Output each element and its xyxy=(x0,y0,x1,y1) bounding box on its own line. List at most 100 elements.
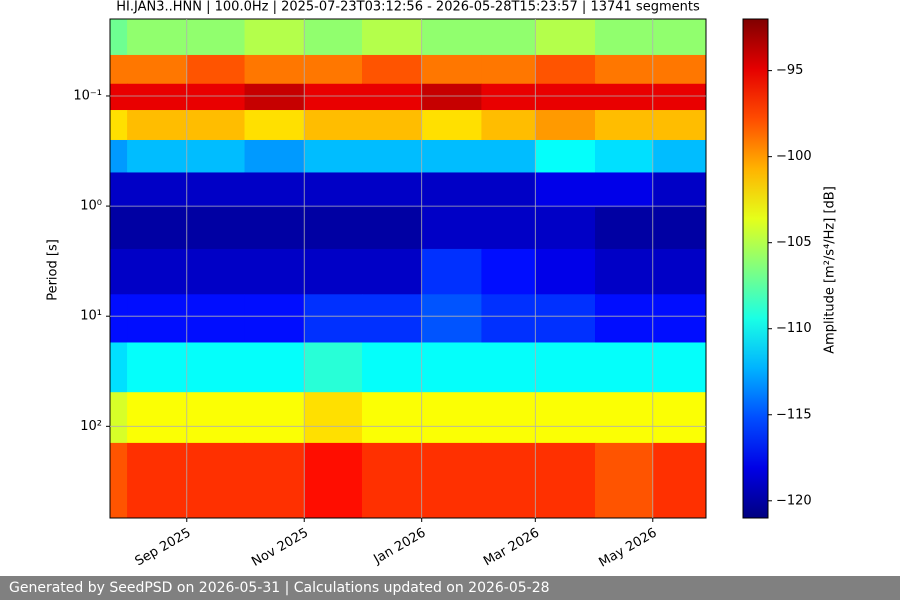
heatmap-cell xyxy=(421,172,482,208)
x-tick-label: Sep 2025 xyxy=(133,526,194,570)
heatmap-cell xyxy=(186,207,246,250)
heatmap-cell xyxy=(186,110,246,141)
heatmap-cell xyxy=(362,110,423,141)
heatmap-cell xyxy=(127,442,188,519)
heatmap-cell xyxy=(110,54,128,85)
y-axis-label: Period [s] xyxy=(46,239,61,301)
colorbar xyxy=(742,18,769,519)
heatmap-cell xyxy=(421,139,482,173)
heatmap-cell xyxy=(535,110,596,141)
heatmap-cell xyxy=(535,442,596,519)
heatmap-cell xyxy=(421,248,482,295)
heatmap-cell xyxy=(244,172,305,208)
heatmap-cell xyxy=(304,248,363,295)
heatmap-cell xyxy=(595,139,654,173)
heatmap-cell xyxy=(244,19,305,56)
heatmap-cell xyxy=(362,442,423,519)
colorbar-tick-label: −120 xyxy=(776,493,812,508)
colorbar-tick-label: −110 xyxy=(776,321,812,336)
heatmap-cell xyxy=(244,207,305,250)
heatmap-cell xyxy=(481,139,536,173)
heatmap-cell xyxy=(652,172,707,208)
heatmap-cell xyxy=(535,83,596,111)
heatmap-cell xyxy=(535,172,596,208)
heatmap-cell xyxy=(186,392,246,444)
heatmap-cell xyxy=(127,54,188,85)
heatmap-cell xyxy=(244,248,305,295)
y-tick-label: 10⁰ xyxy=(80,199,102,214)
heatmap-cell xyxy=(304,294,363,343)
heatmap-cell xyxy=(535,19,596,56)
heatmap-cell xyxy=(652,139,707,173)
heatmap-cell xyxy=(304,139,363,173)
colorbar-tick-label: −95 xyxy=(776,63,803,78)
heatmap-cell xyxy=(421,54,482,85)
heatmap-cell xyxy=(595,207,654,250)
heatmap-cell xyxy=(652,54,707,85)
heatmap-cell xyxy=(362,342,423,393)
heatmap-cell xyxy=(652,294,707,343)
heatmap-cell xyxy=(535,392,596,444)
heatmap xyxy=(110,19,707,519)
heatmap-cell xyxy=(652,110,707,141)
heatmap-cell xyxy=(481,172,536,208)
heatmap-cell xyxy=(244,294,305,343)
heatmap-cell xyxy=(595,342,654,393)
heatmap-cell xyxy=(535,139,596,173)
heatmap-cell xyxy=(110,248,128,295)
heatmap-cell xyxy=(481,342,536,393)
heatmap-cell xyxy=(652,83,707,111)
plot-frame xyxy=(109,18,707,519)
heatmap-cell xyxy=(304,392,363,444)
heatmap-cell xyxy=(186,172,246,208)
heatmap-cell xyxy=(421,442,482,519)
heatmap-cell xyxy=(110,139,128,173)
heatmap-cell xyxy=(110,294,128,343)
heatmap-cell xyxy=(110,83,128,111)
heatmap-cell xyxy=(304,83,363,111)
heatmap-cell xyxy=(481,442,536,519)
heatmap-cell xyxy=(110,19,128,56)
heatmap-cell xyxy=(127,207,188,250)
heatmap-cell xyxy=(244,442,305,519)
heatmap-cell xyxy=(362,139,423,173)
heatmap-cell xyxy=(304,342,363,393)
heatmap-cell xyxy=(595,248,654,295)
chart: HI.JAN3..HNN | 100.0Hz | 2025-07-23T03:1… xyxy=(46,0,838,571)
heatmap-cell xyxy=(110,392,128,444)
heatmap-cell xyxy=(362,248,423,295)
heatmap-cell xyxy=(481,19,536,56)
heatmap-cell xyxy=(304,207,363,250)
heatmap-cell xyxy=(362,19,423,56)
heatmap-cell xyxy=(535,207,596,250)
heatmap-cell xyxy=(362,172,423,208)
x-tick-label: Nov 2025 xyxy=(249,526,311,570)
heatmap-cell xyxy=(362,392,423,444)
heatmap-cell xyxy=(481,83,536,111)
heatmap-cell xyxy=(110,110,128,141)
heatmap-cell xyxy=(421,207,482,250)
heatmap-cell xyxy=(127,110,188,141)
heatmap-cell xyxy=(186,442,246,519)
heatmap-cell xyxy=(535,54,596,85)
colorbar-tick-label: −100 xyxy=(776,149,812,164)
heatmap-cell xyxy=(110,207,128,250)
heatmap-cell xyxy=(304,19,363,56)
heatmap-cell xyxy=(535,294,596,343)
heatmap-cell xyxy=(595,110,654,141)
x-tick-label: May 2026 xyxy=(597,526,660,571)
heatmap-cell xyxy=(421,110,482,141)
colorbar-tick-label: −115 xyxy=(776,407,812,422)
heatmap-cell xyxy=(110,172,128,208)
heatmap-cell xyxy=(186,54,246,85)
colorbar-label: Amplitude [m²/s⁴/Hz] [dB] xyxy=(823,186,838,354)
heatmap-cell xyxy=(535,248,596,295)
heatmap-cell xyxy=(127,19,188,56)
heatmap-cell xyxy=(244,342,305,393)
heatmap-cell xyxy=(186,342,246,393)
heatmap-cell xyxy=(481,294,536,343)
heatmap-cell xyxy=(186,19,246,56)
heatmap-cell xyxy=(481,110,536,141)
heatmap-cell xyxy=(186,248,246,295)
